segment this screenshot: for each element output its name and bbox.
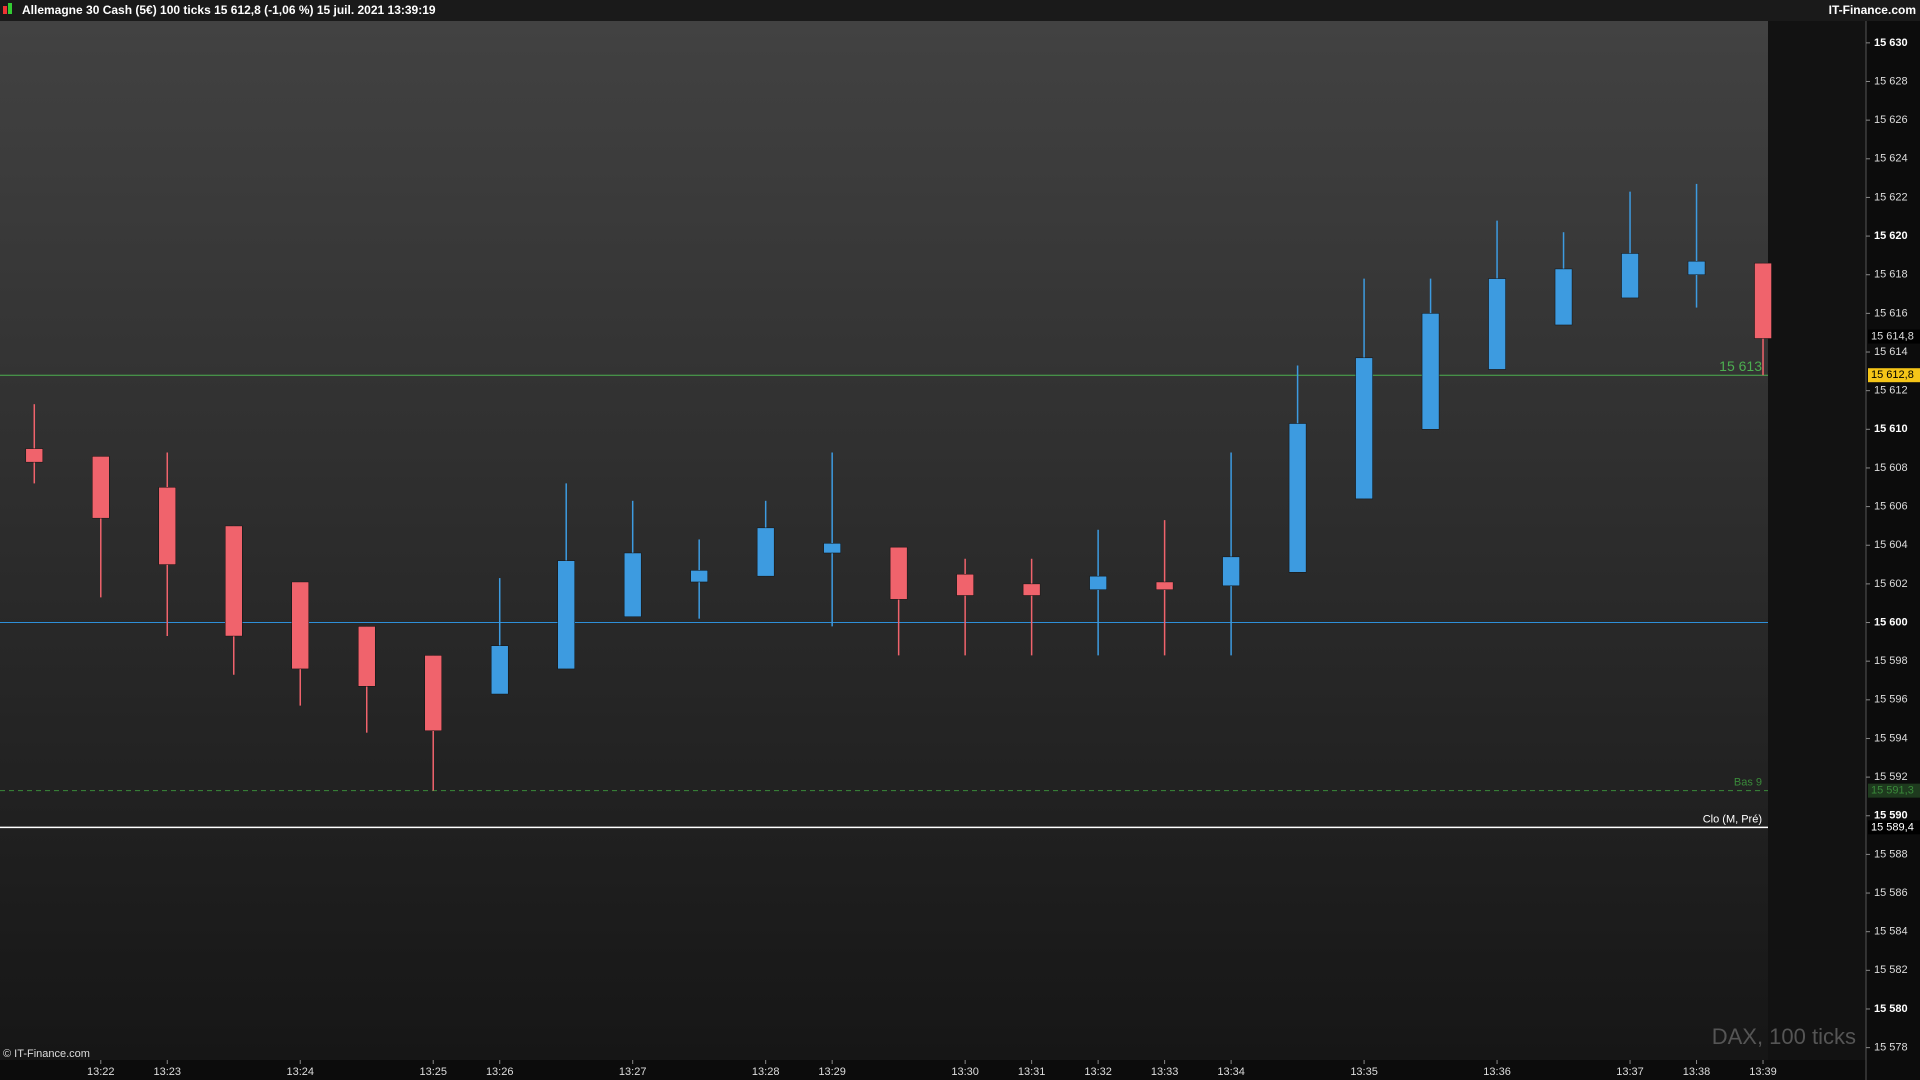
- candle-body: [1155, 581, 1174, 590]
- x-tick-label: 13:36: [1483, 1066, 1511, 1078]
- candle-body: [557, 560, 575, 670]
- y-tick-label: 15 618: [1874, 269, 1908, 281]
- level-text: Bas 9: [1734, 777, 1762, 789]
- x-tick-label: 13:31: [1018, 1066, 1046, 1078]
- level-tag-label: 15 614,8: [1871, 330, 1914, 342]
- y-tick-label: 15 630: [1874, 37, 1908, 49]
- y-tick-label: 15 590: [1874, 810, 1908, 822]
- x-tick-label: 13:38: [1683, 1066, 1711, 1078]
- candle-body: [690, 570, 708, 583]
- x-tick-label: 13:34: [1217, 1066, 1245, 1078]
- candle-body: [1089, 575, 1107, 590]
- candle-body: [1554, 268, 1573, 326]
- level-text: Clo (M, Pré): [1703, 813, 1762, 825]
- watermark: DAX, 100 ticks: [1712, 1024, 1856, 1049]
- y-tick-label: 15 600: [1874, 616, 1908, 628]
- title: Allemagne 30 Cash (5€) 100 ticks 15 612,…: [22, 3, 436, 17]
- title-bar: [0, 0, 1920, 21]
- candle-body: [889, 546, 908, 600]
- y-tick-label: 15 614: [1874, 346, 1908, 358]
- candle-body: [1022, 583, 1041, 596]
- y-tick-label: 15 588: [1874, 848, 1908, 860]
- y-tick-label: 15 626: [1874, 114, 1908, 126]
- y-tick-label: 15 604: [1874, 539, 1908, 551]
- x-tick-label: 13:30: [951, 1066, 979, 1078]
- x-tick-label: 13:29: [818, 1066, 846, 1078]
- y-tick-label: 15 584: [1874, 926, 1908, 938]
- y-tick-label: 15 610: [1874, 423, 1908, 435]
- y-tick-label: 15 620: [1874, 230, 1908, 242]
- y-tick-label: 15 594: [1874, 732, 1908, 744]
- y-tick-label: 15 592: [1874, 771, 1908, 783]
- candle-body: [1621, 253, 1639, 299]
- candle-body: [25, 448, 44, 463]
- candle-body: [823, 543, 841, 554]
- future-area: [1768, 21, 1866, 1060]
- candle-body: [1288, 423, 1307, 573]
- candle-body: [424, 655, 442, 731]
- y-tick-label: 15 624: [1874, 153, 1908, 165]
- candle-body: [1687, 260, 1706, 275]
- x-tick-label: 13:35: [1350, 1066, 1378, 1078]
- level-tag: [1868, 820, 1920, 835]
- x-tick-label: 13:32: [1084, 1066, 1112, 1078]
- candle-body: [1421, 313, 1440, 430]
- y-tick-label: 15 612: [1874, 385, 1908, 397]
- x-tick-label: 13:22: [87, 1066, 115, 1078]
- plot-area: [0, 21, 1768, 1060]
- candle-body: [490, 645, 509, 695]
- x-tick-label: 13:24: [286, 1066, 314, 1078]
- candle-body: [1488, 278, 1506, 370]
- x-tick-label: 13:37: [1616, 1066, 1644, 1078]
- x-tick-label: 13:27: [619, 1066, 647, 1078]
- level-tag-label: 15 612,8: [1871, 369, 1914, 381]
- x-tick-label: 13:39: [1749, 1066, 1777, 1078]
- y-tick-label: 15 596: [1874, 694, 1908, 706]
- level-tag: [1868, 329, 1920, 344]
- icon: [8, 3, 12, 14]
- x-tick-label: 13:33: [1151, 1066, 1179, 1078]
- y-tick-label: 15 602: [1874, 578, 1908, 590]
- y-tick-label: 15 608: [1874, 462, 1908, 474]
- candle-body: [92, 456, 110, 519]
- level-tag: [1868, 368, 1920, 383]
- icon: [3, 6, 7, 14]
- brand: IT-Finance.com: [1829, 3, 1916, 17]
- y-tick-label: 15 586: [1874, 887, 1908, 899]
- candle-body: [158, 487, 177, 565]
- candle-body: [225, 525, 243, 637]
- candle-body: [291, 581, 309, 670]
- x-tick-label: 13:25: [419, 1066, 447, 1078]
- level-tag-label: 15 591,3: [1871, 785, 1914, 797]
- y-tick-label: 15 606: [1874, 501, 1908, 513]
- candle-body: [1355, 357, 1373, 500]
- candle-body: [1754, 262, 1772, 339]
- y-tick-label: 15 622: [1874, 191, 1908, 203]
- level-text: 15 613: [1719, 358, 1762, 374]
- y-tick-label: 15 598: [1874, 655, 1908, 667]
- level-tag: [1868, 783, 1920, 798]
- candle-body: [1222, 556, 1240, 587]
- y-tick-label: 15 578: [1874, 1042, 1908, 1054]
- x-tick-label: 13:28: [752, 1066, 780, 1078]
- y-tick-label: 15 582: [1874, 964, 1908, 976]
- x-tick-label: 13:23: [153, 1066, 181, 1078]
- candle-body: [623, 552, 642, 617]
- x-tick-label: 13:26: [486, 1066, 514, 1078]
- copyright: © IT-Finance.com: [3, 1048, 90, 1060]
- candle-body: [756, 527, 775, 577]
- y-tick-label: 15 580: [1874, 1003, 1908, 1015]
- candle-body: [357, 626, 376, 687]
- level-tag-label: 15 589,4: [1871, 821, 1914, 833]
- candle-body: [956, 573, 974, 596]
- y-tick-label: 15 616: [1874, 307, 1908, 319]
- y-tick-label: 15 628: [1874, 75, 1908, 87]
